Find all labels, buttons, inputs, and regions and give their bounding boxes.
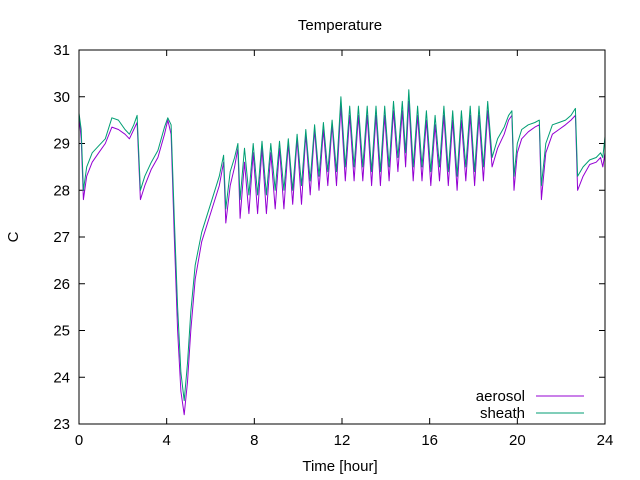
x-axis-title: Time [hour] — [302, 458, 377, 475]
x-tick-label: 12 — [334, 432, 351, 449]
y-tick-label: 29 — [53, 136, 70, 153]
y-tick-label: 25 — [53, 323, 70, 340]
x-tick-label: 8 — [250, 432, 258, 449]
axis-ticks: 0 4 8 12 16 20 24 23 24 25 26 27 28 29 30 31 — [53, 42, 613, 449]
y-tick-label: 28 — [53, 182, 70, 199]
y-tick-label: 23 — [53, 416, 70, 433]
y-tick-label: 31 — [53, 42, 70, 59]
x-tick-label: 16 — [421, 432, 438, 449]
series-line-sheath — [78, 89, 606, 402]
legend-label-sheath: sheath — [480, 405, 525, 422]
x-tick-label: 0 — [75, 432, 83, 449]
y-axis-title: C — [5, 231, 22, 242]
x-tick-label: 4 — [162, 432, 170, 449]
y-tick-label: 27 — [53, 229, 70, 246]
plot-frame — [78, 49, 606, 425]
series-line-aerosol — [78, 100, 606, 416]
y-tick-label: 26 — [53, 276, 70, 293]
x-tick-label: 20 — [509, 432, 526, 449]
chart-title: Temperature — [298, 17, 382, 34]
legend-label-aerosol: aerosol — [476, 388, 525, 405]
y-tick-label: 24 — [53, 369, 70, 386]
plot-lines — [78, 89, 606, 416]
y-tick-label: 30 — [53, 89, 70, 106]
x-tick-label: 24 — [597, 432, 614, 449]
